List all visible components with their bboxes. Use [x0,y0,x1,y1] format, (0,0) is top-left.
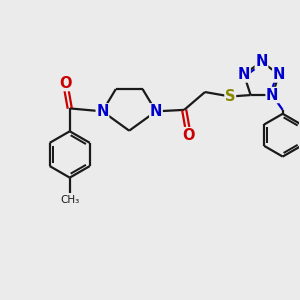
Text: N: N [238,67,250,82]
Text: N: N [255,54,268,69]
Text: N: N [273,67,285,82]
Text: N: N [150,104,162,119]
Text: N: N [96,104,109,119]
Text: O: O [59,76,71,91]
Text: N: N [266,88,278,103]
Text: S: S [225,89,236,104]
Text: CH₃: CH₃ [60,195,80,205]
Text: O: O [182,128,195,142]
